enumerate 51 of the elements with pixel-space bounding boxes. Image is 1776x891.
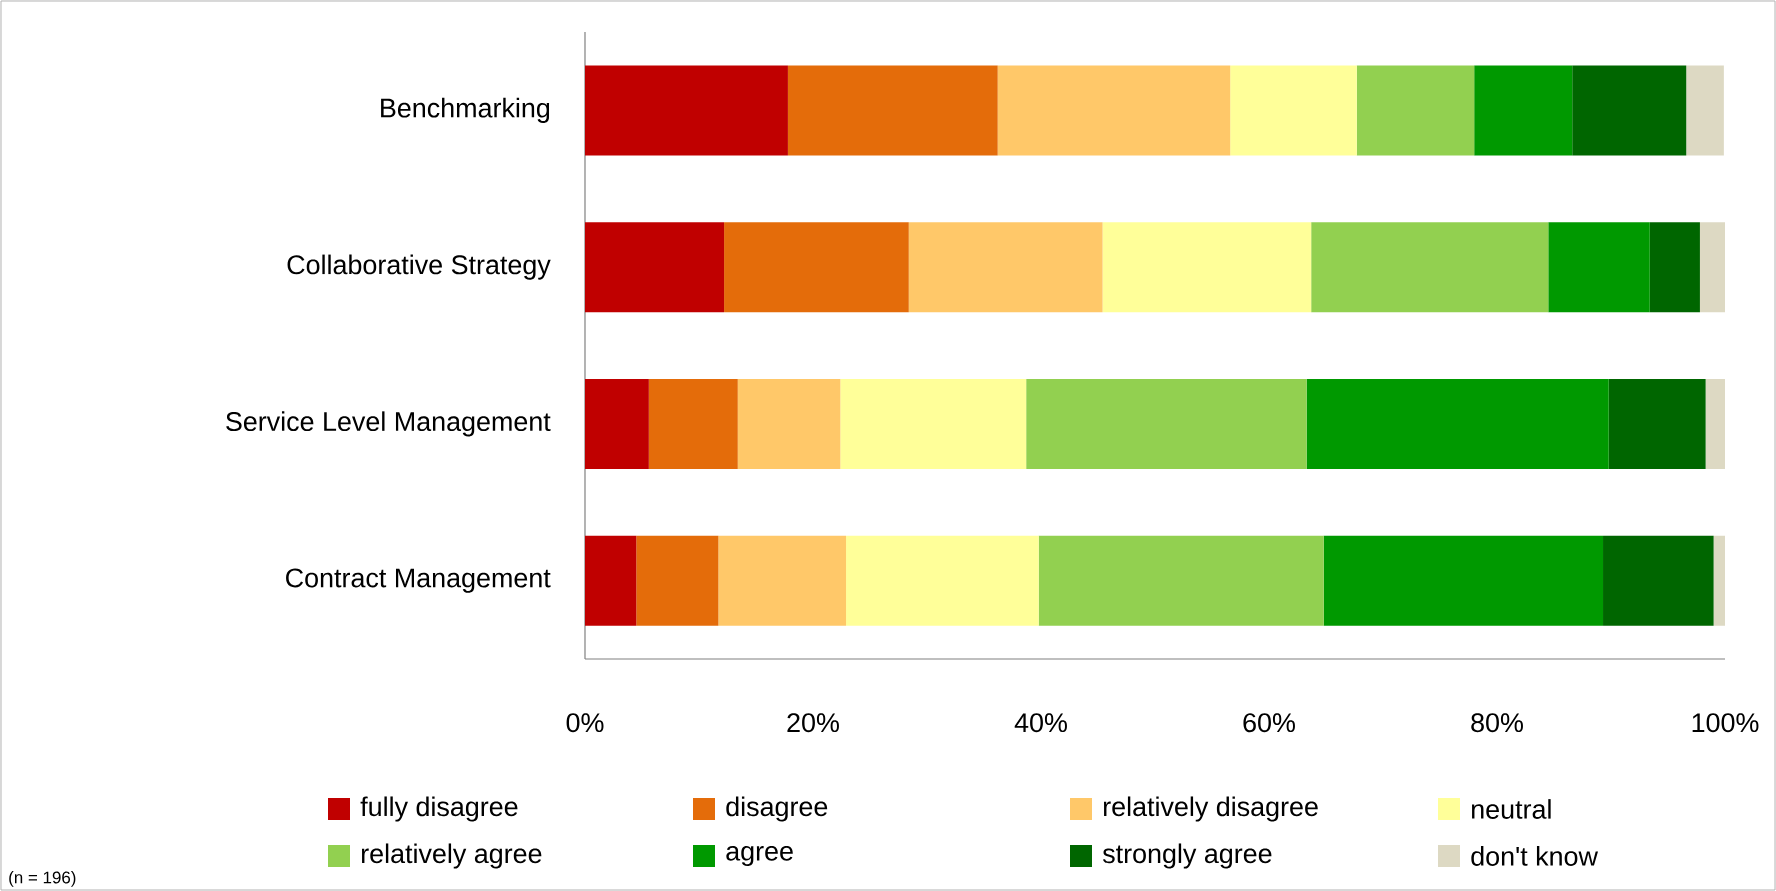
- bar: [1026, 378, 1307, 469]
- y-tick-label: Contract Management: [286, 568, 551, 593]
- bar: [1356, 65, 1475, 156]
- bar: [737, 378, 841, 469]
- bar: [908, 222, 1103, 313]
- bar: [1474, 65, 1573, 156]
- bar: [718, 535, 847, 626]
- x-tick-label: 100%: [1692, 713, 1759, 733]
- x-tick-label: 60%: [1243, 713, 1295, 733]
- bar: [1572, 65, 1687, 156]
- bar: [1686, 65, 1724, 156]
- bar: [1038, 535, 1324, 626]
- bar: [1649, 222, 1700, 313]
- bar: [1323, 535, 1604, 626]
- bar: [1713, 535, 1726, 626]
- legend-label: relatively disagree: [1103, 796, 1318, 822]
- bar: [1548, 222, 1650, 313]
- y-tick-label: Service Level Management: [226, 411, 551, 437]
- bar: [1705, 378, 1726, 469]
- bar: [648, 378, 738, 469]
- legend-label: strongly agree: [1102, 843, 1272, 869]
- y-tick-label: Benchmarking: [381, 97, 550, 123]
- legend-label: fully disagree: [360, 796, 518, 822]
- bar: [846, 535, 1039, 626]
- x-tick-label: 80%: [1471, 713, 1523, 733]
- x-tick-label: 40%: [1014, 713, 1067, 733]
- bar: [724, 222, 909, 313]
- bar: [636, 535, 719, 626]
- bar: [787, 65, 998, 156]
- bar: [1603, 535, 1714, 626]
- bar: [1230, 65, 1357, 156]
- text: (n = 196): [9, 871, 76, 887]
- legend-label: agree: [726, 845, 793, 867]
- bar: [585, 65, 788, 156]
- bar: [1608, 378, 1706, 469]
- legend-label: don't know: [1471, 846, 1599, 866]
- bar: [585, 378, 649, 469]
- bar: [1311, 222, 1549, 313]
- bar: [585, 535, 637, 626]
- y-tick-label: Collaborative Strategy: [287, 254, 551, 280]
- bar: [1102, 222, 1312, 313]
- x-tick-label: 0%: [566, 713, 604, 733]
- legend-label: relatively agree: [361, 843, 542, 869]
- bar: [997, 65, 1231, 156]
- x-tick-label: 20%: [787, 713, 839, 733]
- legend-label: disagree: [726, 796, 828, 822]
- legend-label: neutral: [1471, 799, 1551, 819]
- bar: [1699, 222, 1726, 313]
- bar: [1306, 378, 1609, 469]
- bar: [585, 222, 725, 313]
- bar: [840, 378, 1027, 469]
